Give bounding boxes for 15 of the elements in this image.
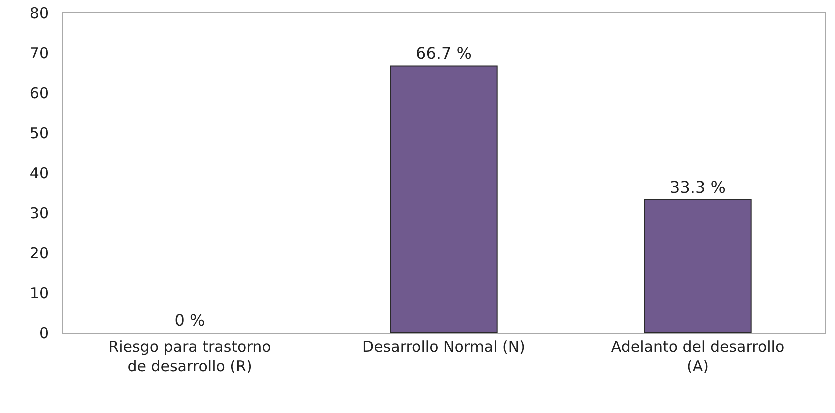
y-tick-label: 80 [30, 4, 49, 22]
y-tick-label: 0 [39, 324, 49, 342]
y-tick-label: 40 [30, 164, 49, 182]
data-label: 33.3 % [670, 178, 726, 197]
y-tick-label: 10 [30, 284, 49, 302]
y-tick-label: 50 [30, 124, 49, 142]
x-tick-label: Riesgo para trastorno de desarrollo (R) [108, 338, 272, 376]
y-tick-label: 20 [30, 244, 49, 262]
x-tick-label: Desarrollo Normal (N) [362, 338, 526, 356]
data-label: 0 % [174, 311, 206, 330]
y-tick-label: 60 [30, 84, 49, 102]
x-tick-label: Adelanto del desarrollo (A) [611, 338, 785, 376]
y-tick-label: 30 [30, 204, 49, 222]
y-tick-label: 70 [30, 44, 49, 62]
data-label: 66.7 % [416, 44, 472, 64]
